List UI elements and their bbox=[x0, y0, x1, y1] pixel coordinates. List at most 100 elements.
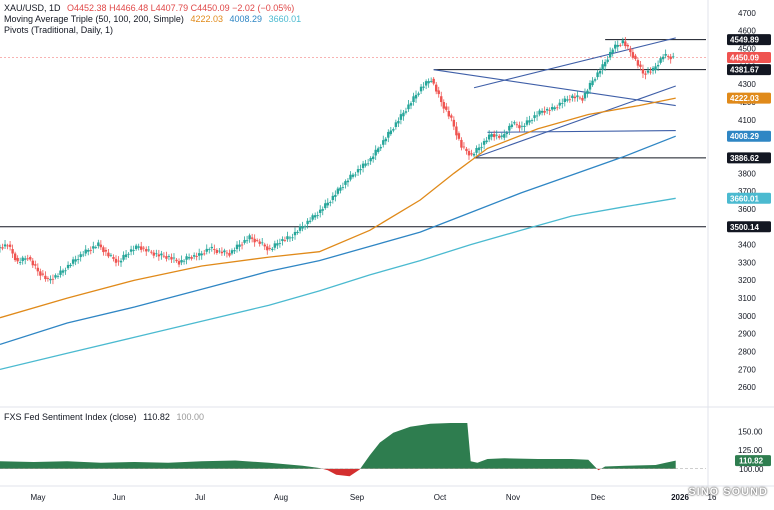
candle-body bbox=[76, 259, 80, 261]
candle-body bbox=[593, 79, 597, 81]
candle-body bbox=[535, 115, 539, 117]
candle-body bbox=[248, 235, 251, 240]
ohlc-values: O4452.38 H4466.48 L4407.79 C4450.09 −2.0… bbox=[67, 3, 295, 13]
candle-body bbox=[462, 146, 466, 148]
candle-body bbox=[64, 270, 67, 272]
candle-body bbox=[377, 148, 380, 152]
candle-body bbox=[424, 81, 428, 86]
candle-body bbox=[157, 254, 161, 257]
candle-body bbox=[644, 73, 647, 75]
candle-body bbox=[306, 220, 309, 225]
trend-line bbox=[473, 85, 676, 159]
candle-body bbox=[636, 60, 640, 66]
candle-body bbox=[611, 49, 614, 54]
candle-body bbox=[672, 56, 675, 58]
candle-body bbox=[548, 110, 551, 111]
candle-body bbox=[190, 257, 193, 259]
candle-body bbox=[639, 64, 642, 67]
candle-body bbox=[147, 249, 150, 251]
candle-body bbox=[407, 104, 410, 110]
candle-body bbox=[213, 249, 216, 250]
price-label-tag bbox=[727, 130, 771, 142]
candle-body bbox=[447, 110, 451, 117]
price-tick-label: 2900 bbox=[738, 330, 756, 339]
candle-body bbox=[54, 275, 57, 278]
candle-body bbox=[180, 260, 183, 263]
candle-body bbox=[538, 110, 541, 115]
candle-body bbox=[553, 107, 556, 110]
candle-body bbox=[114, 258, 118, 263]
candle-body bbox=[467, 151, 471, 156]
legend-pivots-row: Pivots (Traditional, Daily, 1) bbox=[4, 25, 117, 35]
candle-body bbox=[253, 238, 256, 243]
candle-body bbox=[122, 254, 125, 260]
candle-body bbox=[311, 215, 314, 220]
candle-body bbox=[1, 247, 4, 249]
symbol-label[interactable]: XAU/USD, 1D bbox=[4, 3, 61, 13]
candle-body bbox=[487, 134, 491, 140]
candle-body bbox=[225, 252, 229, 254]
candle-body bbox=[351, 174, 355, 177]
candle-body bbox=[197, 253, 201, 256]
candle-body bbox=[324, 203, 327, 209]
candle-body bbox=[576, 95, 579, 98]
price-label-text: 4450.09 bbox=[730, 53, 759, 62]
sentiment-base-text: 100.00 bbox=[739, 465, 764, 474]
indicator-label[interactable]: FXS Fed Sentiment Index (close) bbox=[4, 412, 137, 422]
candle-body bbox=[268, 248, 271, 249]
time-axis-label: Jul bbox=[195, 493, 205, 502]
candle-body bbox=[419, 86, 423, 92]
candle-body bbox=[210, 246, 213, 249]
candle-body bbox=[336, 188, 340, 194]
price-label-text: 4381.67 bbox=[730, 66, 759, 75]
candle-body bbox=[452, 119, 456, 127]
price-tick-label: 4600 bbox=[738, 27, 756, 36]
candle-body bbox=[470, 153, 473, 155]
ma-label[interactable]: Moving Average Triple (50, 100, 200, Sim… bbox=[4, 14, 184, 24]
candle-body bbox=[533, 115, 536, 119]
sentiment-area-positive bbox=[0, 423, 676, 469]
price-label-tag bbox=[727, 51, 771, 63]
candle-body bbox=[394, 122, 398, 127]
candle-body bbox=[616, 44, 619, 47]
candle-body bbox=[281, 239, 284, 242]
price-label-text: 4549.89 bbox=[730, 36, 759, 45]
candle-body bbox=[74, 259, 77, 262]
time-axis-label: Sep bbox=[350, 493, 365, 502]
candle-body bbox=[472, 153, 476, 156]
pivots-label[interactable]: Pivots (Traditional, Daily, 1) bbox=[4, 25, 114, 35]
candle-body bbox=[150, 251, 153, 253]
candle-body bbox=[661, 56, 665, 60]
candle-body bbox=[510, 124, 514, 127]
candle-body bbox=[387, 131, 390, 138]
ma200-value: 3660.01 bbox=[268, 14, 302, 24]
candle-body bbox=[8, 244, 12, 247]
candle-body bbox=[606, 59, 609, 62]
price-tick-label: 4300 bbox=[738, 80, 756, 89]
candle-body bbox=[303, 226, 307, 228]
candle-body bbox=[11, 249, 14, 254]
indicator-base: 100.00 bbox=[176, 412, 204, 422]
candle-body bbox=[556, 107, 559, 109]
candle-body bbox=[666, 56, 670, 57]
candle-body bbox=[624, 41, 627, 47]
candle-body bbox=[240, 244, 244, 246]
legend-ma-row: Moving Average Triple (50, 100, 200, Sim… bbox=[4, 14, 305, 24]
candle-body bbox=[283, 240, 287, 241]
candle-body bbox=[13, 253, 17, 261]
candle-body bbox=[160, 253, 163, 256]
candle-body bbox=[301, 226, 304, 229]
candle-body bbox=[528, 120, 531, 123]
candle-body bbox=[435, 84, 438, 92]
candle-body bbox=[200, 253, 203, 256]
candle-body bbox=[417, 93, 420, 95]
candle-body bbox=[371, 156, 375, 160]
candle-body bbox=[382, 140, 385, 145]
candle-body bbox=[581, 98, 584, 101]
candle-body bbox=[97, 242, 100, 246]
candle-body bbox=[422, 86, 425, 88]
candle-body bbox=[134, 245, 138, 250]
candle-body bbox=[440, 96, 443, 103]
ma200-line bbox=[0, 197, 676, 371]
